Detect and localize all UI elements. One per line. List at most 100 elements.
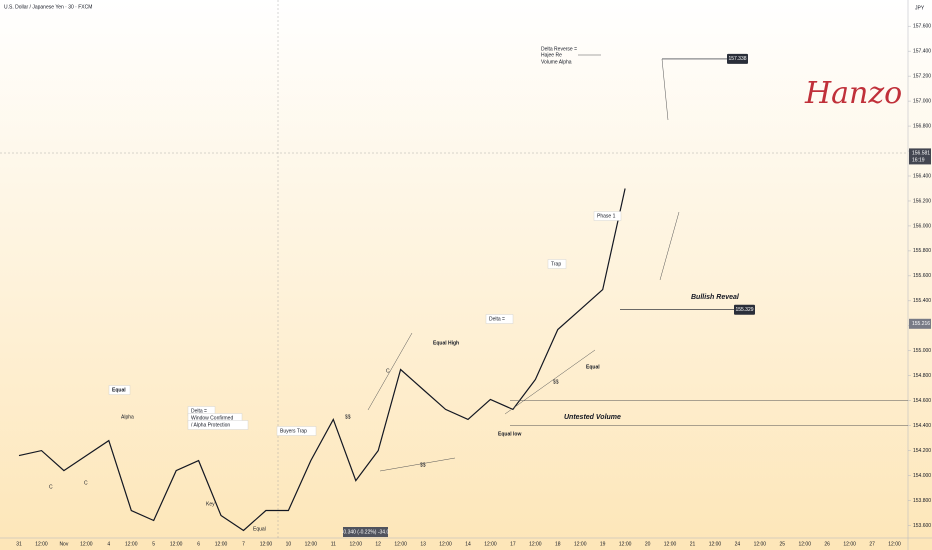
annotation: Equal	[112, 387, 126, 393]
y-tick-label: 154.800	[913, 373, 931, 379]
annotation: Phase 1	[597, 213, 616, 219]
y-tick-label: 155.400	[913, 298, 931, 304]
x-tick-label: 12	[375, 541, 381, 547]
annotation: Equal High	[433, 340, 459, 346]
y-tick-label: 155.000	[913, 348, 931, 354]
x-tick-label: 7	[242, 541, 245, 547]
annotation: Delta =	[191, 408, 207, 414]
level-tag	[727, 53, 748, 64]
change-tag	[343, 527, 388, 537]
annotation: Equal	[253, 526, 266, 532]
x-tick-label: 12:00	[754, 541, 767, 547]
y-tick-label: 156.000	[913, 223, 931, 229]
drawing	[659, 211, 680, 281]
y-tick-label: 156.200	[913, 198, 931, 204]
annotation: Buyers Trap	[280, 428, 307, 434]
symbol: U.S. Dollar / Japanese Yen · 30 · FXCM	[4, 4, 92, 10]
y-tick-label: 154.600	[913, 398, 931, 404]
annotation: Volume Alpha	[541, 59, 572, 65]
x-tick-label: 12:00	[305, 541, 318, 547]
x-tick-label: 17	[510, 541, 516, 547]
annotation: Untested Volume	[564, 414, 621, 421]
drawing	[504, 349, 596, 415]
x-tick-label: 12:00	[484, 541, 497, 547]
currency: JPY	[915, 5, 925, 11]
y-tick-label: 153.800	[913, 498, 931, 504]
annotation: Delta Reverse =	[541, 46, 577, 52]
annotation: Hanzo	[804, 76, 902, 111]
x-tick-label: 6	[197, 541, 200, 547]
y-tick-label: 155.600	[913, 273, 931, 279]
price-label: 155.216	[912, 321, 930, 327]
x-tick-label: 25	[780, 541, 786, 547]
x-tick-label: 12:00	[798, 541, 811, 547]
y-tick-label: 157.600	[913, 24, 931, 30]
x-tick-label: 4	[107, 541, 110, 547]
annotation: C	[386, 368, 390, 374]
annotation-box	[547, 259, 567, 269]
y-tick-label: 157.000	[913, 98, 931, 104]
x-tick-label: 12:00	[125, 541, 138, 547]
level-label: 155.329	[735, 307, 753, 313]
x-tick-label: 12:00	[35, 541, 48, 547]
x-tick-label: 24	[735, 541, 741, 547]
x-tick-label: 19	[600, 541, 606, 547]
x-tick-label: 12:00	[215, 541, 228, 547]
x-tick-label: Nov	[59, 541, 68, 547]
annotation: Bullish Reveal	[691, 294, 740, 301]
x-tick-label: 12:00	[394, 541, 407, 547]
x-tick-label: 12:00	[439, 541, 452, 547]
x-tick-label: 20	[645, 541, 651, 547]
x-tick-label: 12:00	[349, 541, 362, 547]
x-tick-label: 12:00	[170, 541, 183, 547]
y-tick-label: 156.400	[913, 173, 931, 179]
x-tick-label: 12:00	[619, 541, 632, 547]
x-tick-label: 12:00	[80, 541, 93, 547]
level-tag	[734, 304, 755, 315]
annotation-box	[485, 314, 514, 324]
annotation: Equal	[586, 364, 600, 370]
x-tick-label: 5	[152, 541, 155, 547]
x-tick-label: 26	[824, 541, 830, 547]
annotation-box	[276, 426, 317, 436]
x-tick-label: 11	[331, 541, 336, 547]
annotation-box	[108, 385, 131, 395]
annotation: C	[84, 480, 88, 486]
x-tick-label: 31	[16, 541, 22, 547]
y-tick-label: 154.400	[913, 423, 931, 429]
drawing	[367, 332, 413, 411]
x-tick-label: 12:00	[529, 541, 542, 547]
x-tick-label: 13	[420, 541, 426, 547]
annotation: C	[49, 484, 53, 490]
y-tick-label: 156.800	[913, 123, 931, 129]
annotation: $$	[553, 379, 559, 385]
x-tick-label: 27	[869, 541, 875, 547]
x-tick-label: 12:00	[843, 541, 856, 547]
x-tick-label: 10	[286, 541, 292, 547]
change-label: -0.340 (-0.22%) -34.0	[342, 529, 390, 535]
y-tick-label: 153.600	[913, 523, 931, 529]
annotation: $$	[345, 414, 351, 420]
x-tick-label: 12:00	[888, 541, 901, 547]
annotation-box	[187, 420, 249, 430]
price-label: 156.581	[912, 151, 930, 157]
y-tick-label: 155.800	[913, 248, 931, 254]
annotation: $$	[420, 462, 426, 468]
price-line	[18, 188, 626, 532]
annotation: Window Confirmed	[191, 415, 233, 421]
y-tick-label: 157.200	[913, 73, 931, 79]
y-tick-label: 154.200	[913, 448, 931, 454]
countdown: 16:19	[912, 158, 925, 164]
y-tick-label: 154.000	[913, 473, 931, 479]
x-tick-label: 12:00	[574, 541, 587, 547]
annotation: / Alpha Protection	[191, 422, 230, 428]
annotation: Trap	[551, 261, 561, 267]
drawing	[379, 457, 456, 472]
level-label: 157.338	[728, 56, 746, 62]
annotation: Alpha	[121, 414, 134, 420]
y-tick-label: 157.400	[913, 49, 931, 55]
x-tick-label: 12:00	[709, 541, 722, 547]
